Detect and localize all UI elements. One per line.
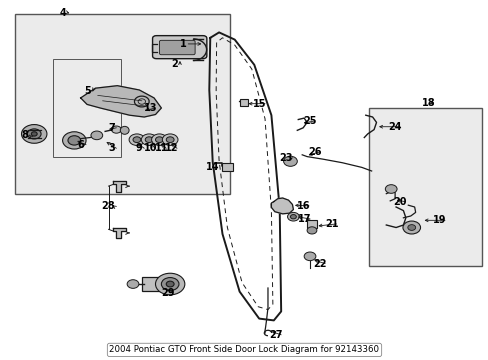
Text: 3: 3 — [108, 143, 115, 153]
Circle shape — [306, 227, 316, 234]
Text: 22: 22 — [313, 258, 326, 269]
Bar — [222, 163, 233, 171]
Circle shape — [91, 131, 102, 140]
Text: 9: 9 — [136, 143, 142, 153]
Text: 12: 12 — [165, 143, 179, 153]
Polygon shape — [81, 86, 161, 117]
Circle shape — [304, 252, 315, 261]
Circle shape — [166, 137, 174, 143]
Text: 8: 8 — [21, 130, 28, 140]
Text: 11: 11 — [154, 143, 168, 153]
Text: 23: 23 — [278, 153, 292, 163]
Text: 2: 2 — [171, 59, 178, 69]
Bar — [15, 14, 229, 194]
Text: 29: 29 — [161, 288, 175, 298]
FancyBboxPatch shape — [152, 36, 206, 59]
Circle shape — [155, 273, 184, 295]
Polygon shape — [113, 181, 126, 192]
Circle shape — [129, 134, 144, 145]
Polygon shape — [271, 198, 293, 214]
Text: 28: 28 — [102, 201, 115, 211]
Circle shape — [385, 185, 396, 193]
Text: 25: 25 — [303, 116, 316, 126]
Text: 17: 17 — [298, 214, 311, 224]
FancyBboxPatch shape — [159, 40, 195, 55]
Circle shape — [145, 137, 153, 143]
Bar — [306, 220, 316, 228]
Text: 18: 18 — [421, 98, 434, 108]
Text: 7: 7 — [108, 123, 115, 133]
Text: 27: 27 — [269, 330, 283, 340]
Text: 14: 14 — [205, 162, 219, 172]
Text: 4: 4 — [59, 8, 66, 18]
Circle shape — [290, 215, 296, 219]
Text: 5: 5 — [84, 86, 91, 96]
Text: 1: 1 — [180, 39, 186, 49]
Text: 21: 21 — [324, 219, 338, 229]
Circle shape — [62, 132, 86, 149]
Bar — [239, 99, 248, 106]
Text: 20: 20 — [392, 197, 406, 207]
Text: 16: 16 — [297, 201, 310, 211]
Circle shape — [162, 134, 178, 145]
Circle shape — [402, 221, 420, 234]
Polygon shape — [113, 228, 126, 238]
Text: 2004 Pontiac GTO Front Side Door Lock Diagram for 92143360: 2004 Pontiac GTO Front Side Door Lock Di… — [109, 346, 379, 354]
Circle shape — [166, 281, 174, 287]
Circle shape — [111, 126, 121, 133]
Text: 24: 24 — [387, 122, 401, 132]
Circle shape — [283, 156, 297, 166]
Circle shape — [151, 134, 167, 145]
Circle shape — [27, 129, 41, 139]
Circle shape — [407, 225, 415, 230]
Circle shape — [68, 136, 81, 145]
Text: 19: 19 — [432, 215, 446, 225]
Bar — [368, 108, 481, 266]
Circle shape — [161, 278, 179, 291]
Text: 13: 13 — [143, 103, 157, 113]
Text: 6: 6 — [78, 140, 84, 150]
Text: 10: 10 — [143, 143, 157, 153]
Circle shape — [287, 212, 299, 221]
Circle shape — [127, 280, 139, 288]
Circle shape — [133, 137, 141, 143]
Circle shape — [141, 134, 157, 145]
Ellipse shape — [120, 126, 129, 134]
Text: 26: 26 — [307, 147, 321, 157]
Circle shape — [31, 132, 37, 136]
Bar — [53, 59, 121, 157]
Circle shape — [155, 137, 163, 143]
Text: 15: 15 — [253, 99, 266, 109]
Bar — [142, 277, 167, 291]
Circle shape — [21, 125, 47, 143]
